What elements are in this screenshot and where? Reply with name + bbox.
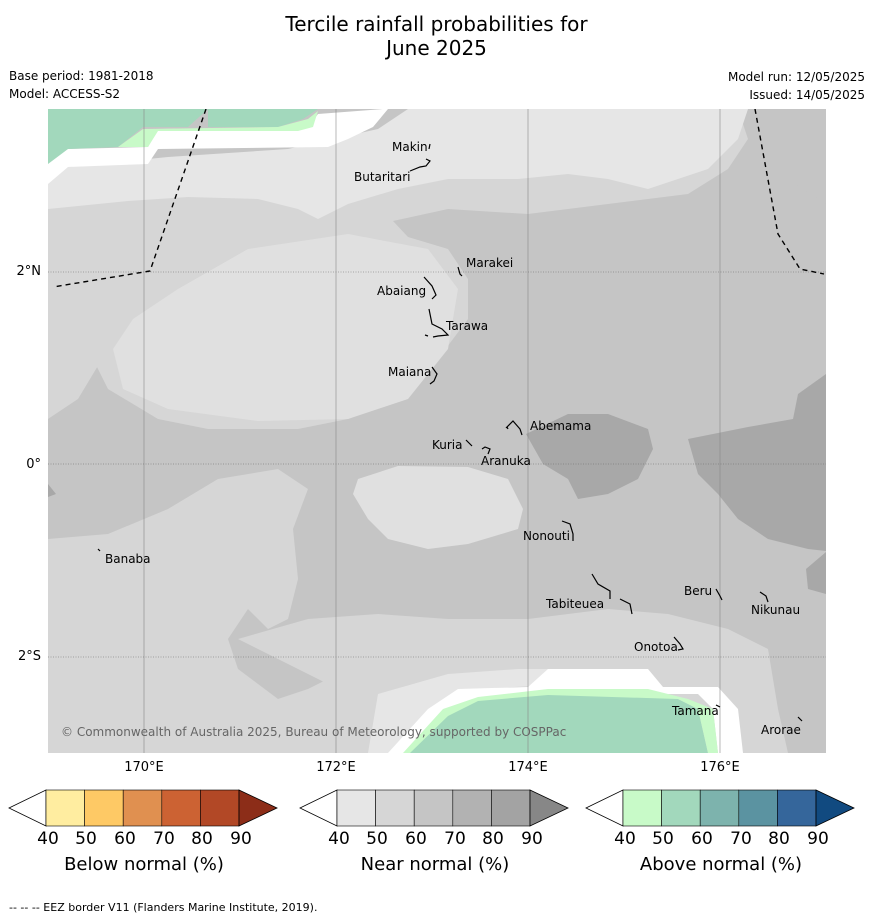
colorbar-segment	[413, 789, 454, 827]
colorbar-below-normal-title: Below normal (%)	[64, 854, 224, 875]
title-line-2: June 2025	[386, 36, 487, 60]
base-period: Base period: 1981-2018	[9, 69, 154, 83]
cb1-tick-60: 60	[405, 829, 427, 849]
island-label-nonouti: Nonouti	[523, 529, 570, 543]
colorbar-segment	[491, 789, 531, 827]
model-name: Model: ACCESS-S2	[9, 87, 121, 101]
colorbar-below-normal	[8, 789, 280, 831]
island-label-beru: Beru	[684, 584, 712, 598]
rainfall-map: Makin Butaritari Marakei Abaiang Tarawa …	[48, 109, 826, 753]
cb2-tick-50: 50	[652, 829, 674, 849]
island-label-banaba: Banaba	[105, 552, 151, 566]
island-label-tabiteuea: Tabiteuea	[545, 597, 604, 611]
island-label-marakei: Marakei	[466, 256, 513, 270]
cb0-tick-60: 60	[114, 829, 136, 849]
graticule	[143, 109, 721, 753]
colorbar-segment	[622, 789, 662, 827]
cb2-tick-90: 90	[807, 829, 829, 849]
island-label-tarawa: Tarawa	[445, 319, 488, 333]
colorbar-extend-high	[238, 789, 278, 827]
island-label-butaritari: Butaritari	[354, 170, 411, 184]
island-label-makin: Makin	[392, 140, 428, 154]
island-label-tamana: Tamana	[671, 704, 719, 718]
colorbar-segment	[699, 789, 740, 827]
lon-label-170e: 170°E	[124, 760, 164, 775]
map-title: Tercile rainfall probabilities for June …	[0, 12, 873, 60]
lat-label-2s: 2°S	[17, 649, 41, 664]
colorbar-near-normal	[299, 789, 571, 831]
cb2-tick-80: 80	[768, 829, 790, 849]
colorbar-extend-high	[815, 789, 855, 827]
colorbar-segment	[336, 789, 376, 827]
colorbar-segment	[452, 789, 492, 827]
copyright-notice: © Commonwealth of Australia 2025, Bureau…	[61, 725, 566, 739]
lat-label-0: 0°	[26, 457, 41, 472]
colorbar-above-normal-title: Above normal (%)	[639, 854, 803, 875]
title-line-1: Tercile rainfall probabilities for	[285, 12, 588, 36]
island-label-maiana: Maiana	[388, 365, 431, 379]
colorbar-extend-high	[529, 789, 569, 827]
lon-label-174e: 174°E	[508, 760, 548, 775]
near-normal-south-region	[48, 469, 388, 753]
lon-label-176e: 176°E	[700, 760, 740, 775]
colorbar-segment	[84, 789, 124, 827]
colorbar-segment	[375, 789, 415, 827]
island-labels: Makin Butaritari Marakei Abaiang Tarawa …	[105, 140, 801, 737]
near-normal-70-region	[526, 414, 653, 499]
island-outlines	[97, 143, 803, 722]
cb1-tick-90: 90	[521, 829, 543, 849]
colorbar-segment	[738, 789, 778, 827]
island-label-kuria: Kuria	[432, 438, 463, 452]
cb0-tick-40: 40	[37, 829, 59, 849]
lon-label-172e: 172°E	[316, 760, 356, 775]
lat-label-2n: 2°N	[16, 264, 42, 279]
cb0-tick-90: 90	[230, 829, 252, 849]
cb1-tick-70: 70	[444, 829, 466, 849]
island-label-abemama: Abemama	[530, 419, 591, 433]
colorbar-segment	[777, 789, 817, 827]
colorbar-extend-low	[8, 789, 47, 827]
eez-footnote: -- -- -- EEZ border V11 (Flanders Marine…	[9, 901, 318, 914]
colorbar-segment	[161, 789, 201, 827]
island-label-aranuka: Aranuka	[481, 454, 531, 468]
colorbar-near-normal-title: Near normal (%)	[360, 854, 510, 875]
cb1-tick-80: 80	[482, 829, 504, 849]
issued-date: Issued: 14/05/2025	[749, 88, 865, 102]
colorbar-above-normal	[585, 789, 857, 831]
island-label-abaiang: Abaiang	[377, 284, 426, 298]
no-signal-band-south	[388, 669, 743, 753]
colorbar-segment	[200, 789, 240, 827]
cb2-tick-70: 70	[730, 829, 752, 849]
above-normal-50-region-north	[48, 109, 208, 164]
cb2-tick-40: 40	[614, 829, 636, 849]
island-label-onotoa: Onotoa	[634, 640, 678, 654]
cb0-tick-50: 50	[75, 829, 97, 849]
near-normal-light-region	[113, 234, 458, 421]
colorbar-segment	[661, 789, 701, 827]
colorbar-segment	[45, 789, 85, 827]
cb1-tick-40: 40	[328, 829, 350, 849]
above-normal-50-region-south	[408, 694, 708, 753]
colorbar-extend-low	[299, 789, 338, 827]
island-label-nikunau: Nikunau	[751, 603, 800, 617]
model-run: Model run: 12/05/2025	[727, 70, 865, 84]
cb0-tick-70: 70	[153, 829, 175, 849]
eez-border	[52, 109, 825, 288]
island-label-arorae: Arorae	[761, 723, 801, 737]
colorbar-extend-low	[585, 789, 624, 827]
cb0-tick-80: 80	[191, 829, 213, 849]
cb1-tick-50: 50	[366, 829, 388, 849]
cb2-tick-60: 60	[691, 829, 713, 849]
colorbar-segment	[122, 789, 163, 827]
